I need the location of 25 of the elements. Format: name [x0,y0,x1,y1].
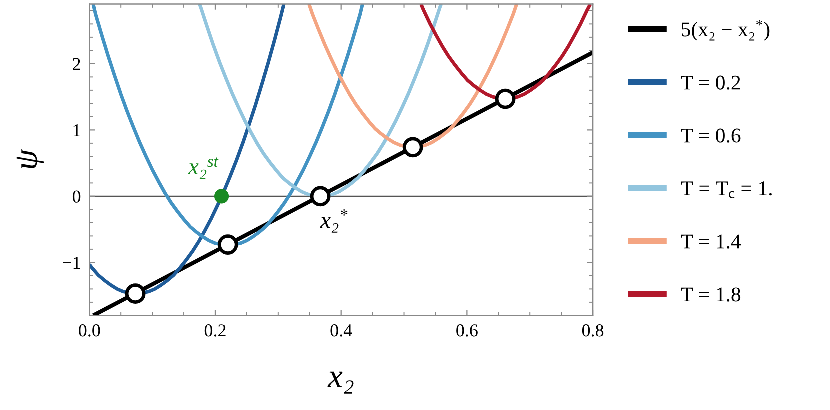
x-tick-label: 0.4 [330,324,352,337]
annotation: x₂$^{st}$ [188,158,219,180]
x-tick-label: 0.2 [204,324,226,337]
point [402,137,424,158]
annotation: x₂$^{*}$ [320,210,348,233]
point [495,88,516,110]
legend-label: T = 1.4 [681,234,742,249]
legend-label: T = T$_{c}$ = 1. [681,182,772,198]
point [218,234,238,255]
x-tick-label: 0.6 [456,324,478,337]
y-tick-label: 0 [72,190,81,203]
legend-label: T = 1.8 [681,288,741,302]
y-axis-title: ψ [16,149,44,168]
x-tick-label: 0.0 [79,324,100,337]
x-tick-label: 0.8 [582,324,604,337]
point [310,186,331,207]
x-axis-title: x₂ [328,372,354,394]
y-tick-label: 1 [74,124,80,136]
legend-label: T = 0.6 [681,128,741,143]
y-tick-label: −1 [62,257,80,269]
point [214,189,230,204]
y-tick-label: 2 [73,58,80,70]
legend-label: 5(x₂ − x₂$^{*}$) [682,20,770,41]
legend-label: T = 0.2 [681,76,740,90]
point [125,284,146,304]
